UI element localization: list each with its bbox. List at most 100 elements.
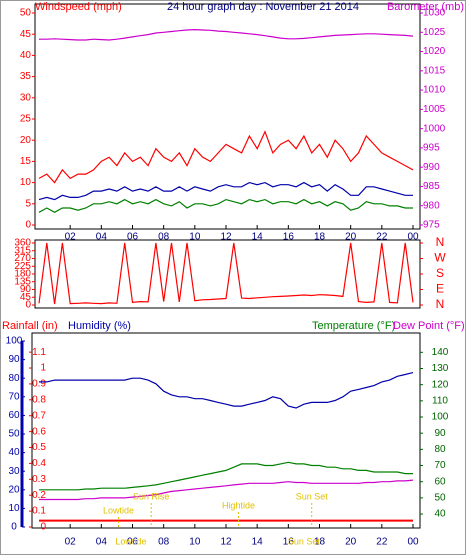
y-tick-label: 90	[20, 284, 32, 295]
x-tick-label: 14	[252, 232, 264, 243]
y-tick-label: 0.9	[32, 379, 46, 390]
y-tick-label: 0.3	[32, 474, 46, 485]
y2-tick-label: 110	[432, 395, 448, 406]
y-axis-label: Windspeed (mph)	[35, 1, 122, 13]
annotation-label: Lowtide	[103, 505, 134, 515]
x-tick-label: 08	[158, 232, 170, 243]
y-tick-label: 50	[20, 8, 32, 19]
y2-tick-label: 70	[434, 460, 446, 471]
x-tick-label: 12	[220, 232, 232, 243]
y2-tick-label: 980	[423, 200, 440, 211]
y-tick-label: 0.6	[32, 426, 46, 437]
y3-tick-label: 100	[6, 336, 23, 347]
y2-tick-label: 80	[434, 444, 446, 455]
x-tick-label: 18	[314, 537, 326, 548]
y2-tick-label: S	[436, 266, 444, 280]
y2-tick-label: 1025	[423, 27, 446, 38]
y2-tick-label: 1015	[423, 65, 446, 76]
x-tick-label: 20	[345, 232, 357, 243]
y2-tick-label: 1005	[423, 104, 446, 115]
y2-tick-label: 1000	[423, 123, 446, 134]
x-tick-label: 06	[127, 537, 139, 548]
y-tick-label: 0	[40, 522, 46, 533]
x-tick-label: 00	[407, 537, 419, 548]
y2-tick-label: 1030	[423, 8, 446, 19]
annotation-label: Sun Rise	[133, 491, 170, 501]
y-tick-label: 35	[20, 71, 32, 82]
series-line	[38, 198, 413, 213]
series-label: Dew Point (°F)	[393, 320, 465, 332]
y-tick-label: 0.5	[32, 442, 46, 453]
y3-tick-label: 10	[8, 503, 20, 514]
chart-title: 24 hour graph day : November 21 2014	[167, 1, 359, 13]
x-tick-label: 06	[127, 232, 139, 243]
y2-tick-label: 130	[432, 363, 449, 374]
y2-axis-label: Barometer (mb)	[387, 1, 464, 13]
y-tick-label: 0	[25, 300, 31, 311]
y-tick-label: 5	[25, 198, 31, 209]
series-line	[39, 372, 414, 409]
y2-tick-label: 1010	[423, 85, 446, 96]
y3-tick-label: 0	[11, 522, 17, 533]
plot-frame	[34, 239, 421, 309]
x-tick-label: 16	[283, 537, 295, 548]
series-label: Temperature (°F)	[312, 320, 395, 332]
y-tick-label: 360	[14, 238, 31, 249]
series-line	[38, 130, 414, 184]
y3-tick-label: 90	[8, 354, 20, 365]
y2-tick-label: 975	[423, 220, 440, 231]
y-tick-label: 10	[20, 177, 32, 188]
y-tick-label: 225	[14, 261, 31, 272]
x-tick-label: 04	[96, 232, 108, 243]
y-tick-label: 0.1	[32, 506, 46, 517]
y3-tick-label: 20	[8, 484, 20, 495]
y-tick-label: 0.7	[32, 410, 46, 421]
y2-tick-label: N	[436, 297, 445, 311]
y2-tick-label: 985	[423, 181, 440, 192]
x-tick-label: 16	[283, 232, 295, 243]
x-tick-label: 02	[65, 232, 77, 243]
x-tick-label: 20	[345, 537, 357, 548]
annotation-label: Lowtide	[115, 536, 146, 546]
series-line	[38, 181, 413, 201]
y-tick-label: 25	[20, 114, 32, 125]
x-tick-label: 08	[158, 537, 170, 548]
y2-tick-label: 990	[423, 162, 440, 173]
series-line	[39, 461, 413, 491]
x-tick-label: 04	[96, 537, 108, 548]
y2-tick-label: W	[434, 251, 446, 265]
series-line	[39, 28, 414, 41]
y2-tick-label: 100	[432, 412, 449, 423]
x-tick-label: 22	[376, 232, 388, 243]
y3-tick-label: 30	[8, 466, 20, 477]
x-tick-label: 02	[65, 537, 77, 548]
y-tick-label: 0.2	[32, 490, 46, 501]
y-tick-label: 180	[14, 269, 31, 280]
y3-tick-label: 50	[8, 429, 20, 440]
y-tick-label: 270	[14, 253, 31, 264]
y2-tick-label: 120	[432, 379, 449, 390]
y2-tick-label: 140	[432, 347, 449, 358]
y3-tick-label: 40	[8, 447, 20, 458]
y2-tick-label: 40	[434, 509, 446, 520]
y-tick-label: 15	[20, 156, 32, 167]
x-tick-label: 14	[252, 537, 264, 548]
x-tick-label: 00	[407, 232, 419, 243]
x-tick-label: 18	[314, 232, 326, 243]
y-tick-label: 40	[20, 50, 32, 61]
y3-tick-label: 70	[8, 391, 20, 402]
plot-frame	[31, 332, 421, 529]
x-tick-label: 10	[189, 232, 201, 243]
x-tick-label: 12	[220, 537, 232, 548]
annotation-label: Sun Set	[296, 491, 329, 501]
y2-tick-label: E	[436, 282, 444, 296]
y-tick-label: 1	[40, 363, 46, 374]
y2-tick-label: 50	[434, 493, 446, 504]
x-tick-label: 10	[189, 537, 201, 548]
series-label: Rainfall (in)	[2, 320, 58, 332]
series-line	[38, 242, 414, 305]
y-tick-label: 315	[14, 245, 31, 256]
annotation-label: Hightide	[222, 500, 255, 510]
y-tick-label: 0	[25, 220, 31, 231]
y-tick-label: 1.1	[32, 347, 46, 358]
